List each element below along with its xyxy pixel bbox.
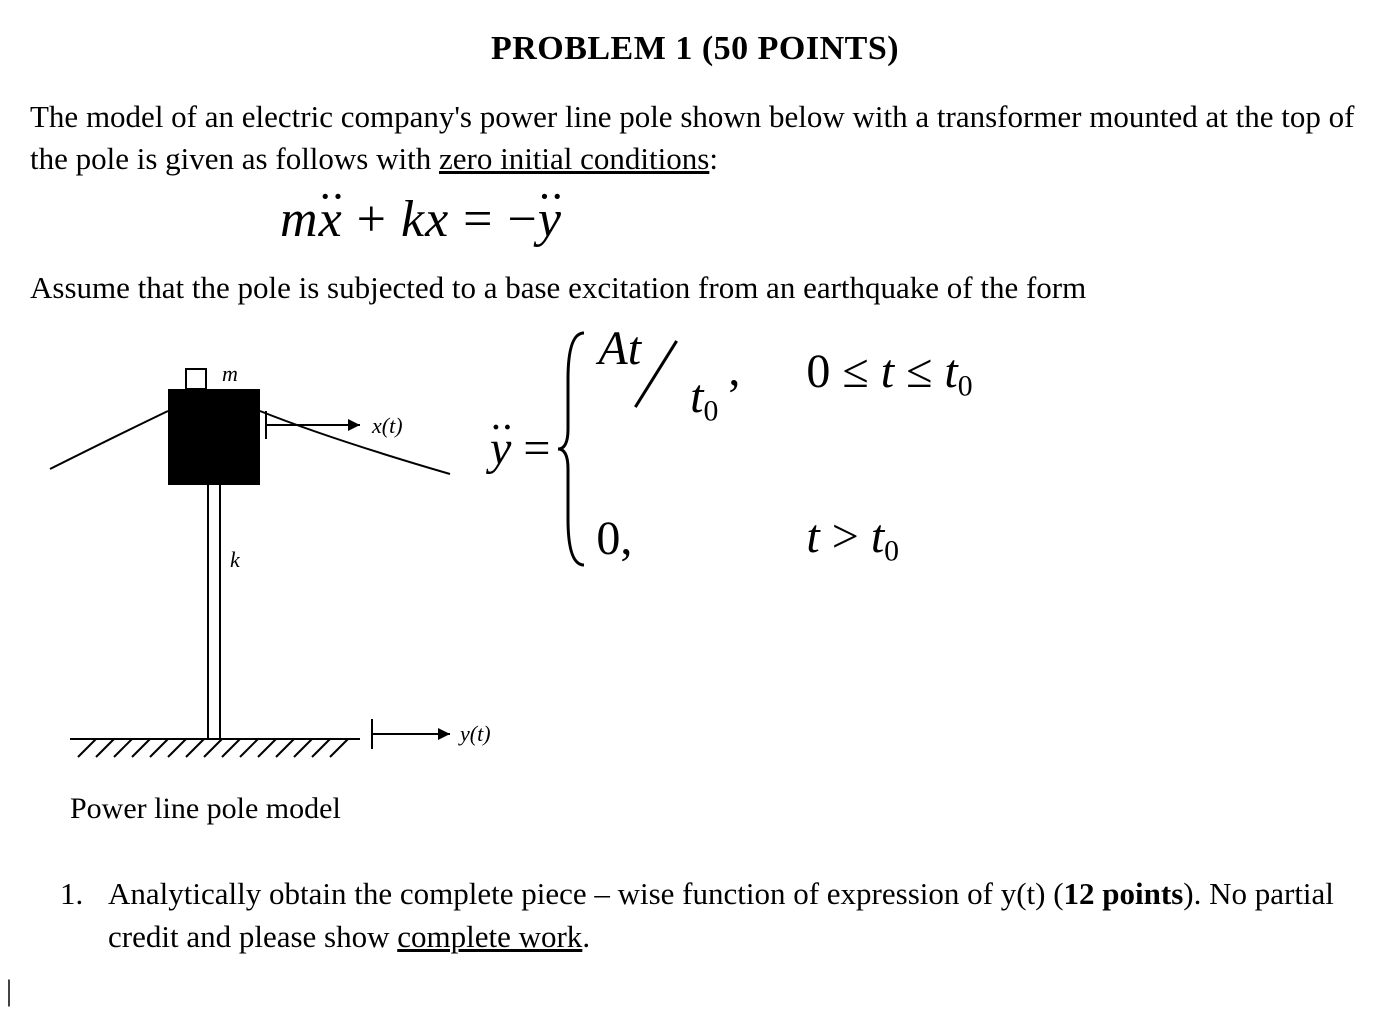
frac-den: t0 [690,369,718,428]
frac-num: At [598,321,641,376]
case-row-1: At t0 , 0 ≤ t ≤ t0 [596,329,972,419]
frac-den-t: t [690,370,703,423]
figure-caption: Power line pole model [70,792,490,826]
fig-k-label: k [230,547,241,572]
eq-equals: = [449,191,507,248]
eq-yddot: y [538,190,562,249]
case2-cond-t: t [806,510,819,563]
case1-cond-a: 0 ≤ [806,345,880,398]
case2-value: 0, [596,511,766,566]
main-equation: mx + kx = −y [30,190,1360,249]
question-1: 1. Analytically obtain the complete piec… [30,872,1360,959]
intro-paragraph: The model of an electric company's power… [30,96,1360,180]
problem-title: PROBLEM 1 (50 POINTS) [30,30,1360,68]
text-cursor: | [6,974,12,1008]
fraction-At-over-t0: At t0 [596,329,716,419]
assume-paragraph: Assume that the pole is subjected to a b… [30,267,1360,309]
case2-cond-gt: > [820,510,871,563]
case2-condition: t > t0 [806,509,899,568]
question-text: Analytically obtain the complete piece –… [108,872,1360,959]
case2-cond-t0: t [871,510,884,563]
frac-den-sub: 0 [704,395,719,428]
question-list: 1. Analytically obtain the complete piec… [30,872,1360,959]
eq-plus: + [343,191,401,248]
case1-cond-t: t [881,345,894,398]
fig-x-label: x(t) [371,413,403,438]
piecewise-column: y = At t0 , [490,319,1360,569]
fig-m-label: m [222,361,238,386]
figure-and-piecewise-row: m x(t) k y(t) Power line pole model y = [30,319,1360,826]
figure-column: m x(t) k y(t) Power line pole model [30,319,490,826]
q-text-c: . [582,919,590,954]
intro-text-b: : [709,141,718,176]
eq-x: x [425,191,449,248]
q-text-a: Analytically obtain the complete piece –… [108,876,1064,911]
eq-xddot: x [319,190,343,249]
case1-cond-sub: 0 [958,369,973,402]
page: PROBLEM 1 (50 POINTS) The model of an el… [0,0,1390,1016]
case2-cond-sub: 0 [884,535,899,568]
eq-m: m [280,191,319,248]
q-text-bold: 12 points [1064,876,1184,911]
case-row-2: 0, t > t0 [596,509,972,568]
eq-k: k [401,191,425,248]
piecewise-cases: At t0 , 0 ≤ t ≤ t0 0, t > t0 [596,329,972,569]
case1-cond-b: ≤ [894,345,944,398]
piecewise-lhs: y = [490,421,550,476]
pole-figure: m x(t) k y(t) [30,339,490,769]
eq-minus: − [508,191,538,248]
left-brace-icon [556,329,590,569]
intro-underlined: zero initial conditions [439,141,709,176]
fig-y-label: y(t) [458,721,490,746]
case1-condition: 0 ≤ t ≤ t0 [806,344,972,403]
case1-cond-t0: t [944,345,957,398]
piecewise-yddot: y [490,421,511,476]
q-text-underlined: complete work [397,919,582,954]
question-number: 1. [30,872,108,959]
case1-comma: , [716,343,740,396]
case1-value: At t0 , [596,329,766,419]
piecewise-equation: y = At t0 , [490,329,1360,569]
piecewise-eq: = [511,422,550,475]
